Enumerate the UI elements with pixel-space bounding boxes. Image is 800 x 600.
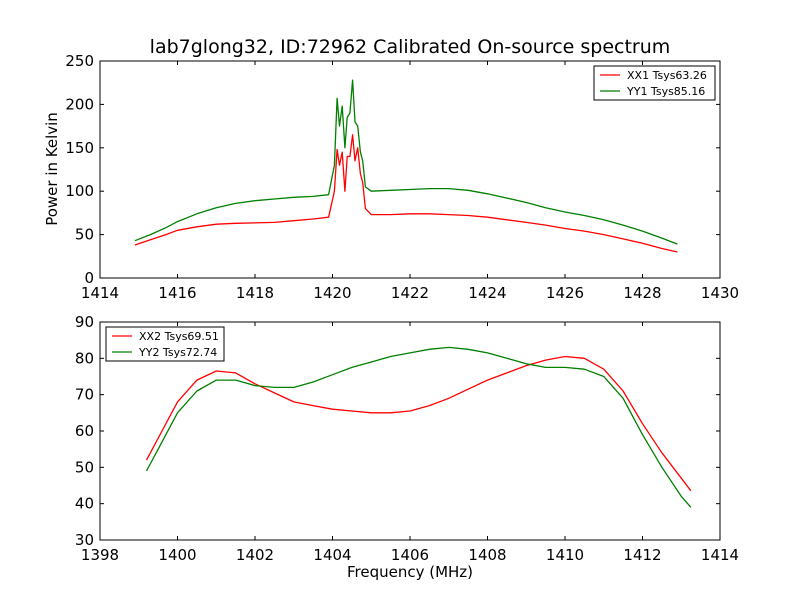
legend-label: YY2 Tsys72.74 <box>138 346 217 359</box>
x-tick-label: 1412 <box>623 546 661 564</box>
legend-box <box>593 65 716 101</box>
x-tick-label: 1408 <box>468 546 506 564</box>
x-tick-label: 1398 <box>81 546 119 564</box>
y-tick-label: 40 <box>75 495 94 513</box>
x-tick-label: 1430 <box>701 284 739 302</box>
x-tick-label: 1422 <box>391 284 429 302</box>
series-line-2-2 <box>145 346 692 508</box>
x-tick-label: 1428 <box>623 284 661 302</box>
y-tick-label: 200 <box>65 95 94 113</box>
x-tick-label: 1414 <box>701 546 739 564</box>
chart-title: lab7glong32, ID:72962 Calibrated On-sour… <box>150 36 671 58</box>
y-tick-label: 50 <box>75 226 94 244</box>
x-tick-label: 1402 <box>236 546 274 564</box>
x-tick-label: 1406 <box>391 546 429 564</box>
series-line-2-1 <box>145 355 692 492</box>
x-tick-label: 1420 <box>313 284 351 302</box>
x-tick-label: 1410 <box>546 546 584 564</box>
series-line-1-2 <box>134 79 678 245</box>
x-tick-label: 1400 <box>158 546 196 564</box>
x-tick-label: 1424 <box>468 284 506 302</box>
bottom-plot: 1398 1400 1402 1404 1406 1408 1410 1412 1414 30 40… <box>75 313 739 564</box>
series-line-1-1 <box>134 134 678 253</box>
legend: XX2 Tsys69.51 YY2 Tsys72.74 <box>105 326 225 362</box>
top-plot: 1414 1416 1418 1420 1422 1424 1426 1428 1430 0 50 1… <box>65 52 739 302</box>
y-axis-label-top: Power in Kelvin <box>43 112 61 226</box>
y-tick-label: 80 <box>75 349 94 367</box>
y-tick-label: 250 <box>65 52 94 70</box>
legend-label: XX1 Tsys63.26 <box>627 69 707 82</box>
legend-label: YY1 Tsys85.16 <box>626 85 705 98</box>
y-tick-label: 90 <box>75 313 94 331</box>
legend-box <box>105 326 225 362</box>
y-tick-label: 0 <box>84 269 94 287</box>
x-tick-label: 1418 <box>236 284 274 302</box>
y-tick-label: 50 <box>75 458 94 476</box>
x-tick-label: 1414 <box>81 284 119 302</box>
y-tick-label: 70 <box>75 386 94 404</box>
x-tick-label: 1426 <box>546 284 584 302</box>
y-tick-label: 150 <box>65 139 94 157</box>
x-axis-label-bottom: Frequency (MHz) <box>347 563 473 581</box>
x-tick-label: 1416 <box>158 284 196 302</box>
legend: XX1 Tsys63.26 YY1 Tsys85.16 <box>593 65 716 101</box>
y-tick-label: 30 <box>75 531 94 549</box>
legend-label: XX2 Tsys69.51 <box>139 330 219 343</box>
x-tick-label: 1404 <box>313 546 351 564</box>
y-tick-label: 100 <box>65 182 94 200</box>
y-tick-label: 60 <box>75 422 94 440</box>
